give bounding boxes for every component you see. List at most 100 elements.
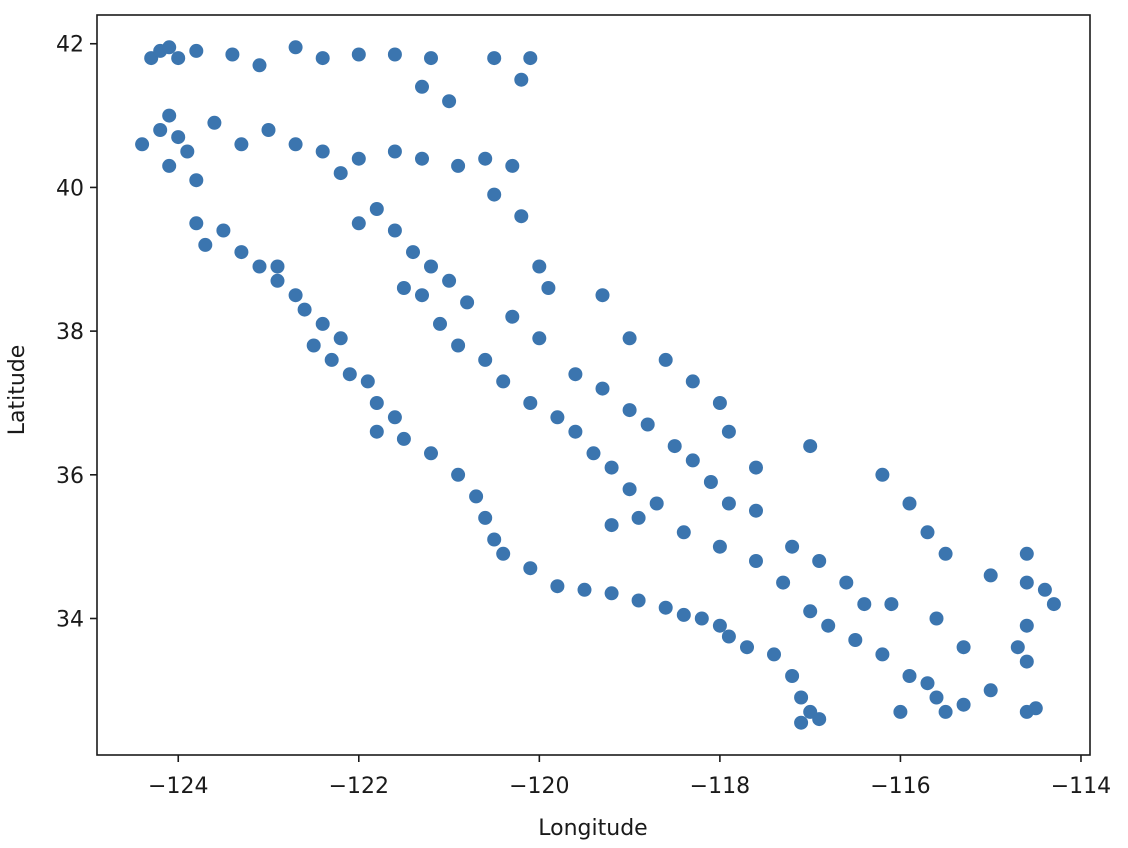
scatter-point (460, 295, 475, 310)
scatter-point (469, 489, 484, 504)
y-tick-label: 34 (56, 607, 84, 632)
scatter-point (288, 288, 303, 303)
scatter-point (270, 259, 285, 274)
y-tick-label: 36 (56, 464, 84, 489)
scatter-point (1028, 701, 1043, 716)
scatter-point (785, 669, 800, 683)
scatter-point (532, 259, 547, 274)
scatter-point (171, 51, 186, 66)
scatter-point (234, 245, 249, 260)
scatter-point (451, 158, 466, 173)
scatter-point (929, 690, 944, 705)
scatter-point (415, 288, 429, 303)
scatter-point (225, 47, 240, 62)
scatter-point (604, 586, 619, 601)
scatter-point (749, 554, 763, 568)
scatter-point (387, 47, 402, 62)
scatter-point (315, 316, 330, 331)
scatter-point (721, 496, 736, 511)
scatter-point (767, 647, 781, 662)
scatter-point (442, 273, 457, 288)
scatter-point (505, 309, 520, 324)
scatter-point (135, 137, 150, 152)
scatter-point (270, 273, 285, 288)
scatter-points (135, 40, 1061, 730)
scatter-point (658, 600, 673, 615)
scatter-point (333, 331, 348, 346)
x-tick-label: −118 (690, 774, 750, 799)
scatter-point (523, 51, 538, 66)
scatter-point (595, 288, 610, 303)
scatter-point (622, 403, 637, 418)
scatter-point (685, 453, 700, 468)
scatter-point (207, 115, 222, 130)
scatter-point (406, 245, 420, 260)
scatter-point (1010, 640, 1025, 655)
scatter-point (712, 396, 727, 410)
scatter-point (586, 446, 601, 461)
scatter-point (162, 158, 177, 173)
scatter-point (369, 396, 384, 410)
scatter-point (387, 410, 402, 425)
x-tick-label: −122 (329, 774, 389, 799)
scatter-point (803, 439, 818, 454)
scatter-point (478, 510, 493, 525)
scatter-point (631, 593, 646, 608)
scatter-point (568, 367, 583, 382)
scatter-point (703, 475, 718, 489)
scatter-point (496, 374, 511, 389)
scatter-point (1019, 654, 1034, 669)
scatter-point (487, 51, 502, 66)
scatter-point (902, 669, 917, 683)
scatter-point (234, 137, 249, 152)
scatter-point (956, 697, 971, 712)
scatter-point (776, 575, 791, 590)
x-tick-label: −114 (1051, 774, 1111, 799)
scatter-point (595, 381, 610, 396)
x-tick-label: −120 (509, 774, 569, 799)
scatter-point (424, 51, 438, 66)
scatter-point (505, 158, 520, 173)
scatter-point (442, 94, 457, 109)
scatter-point (640, 417, 655, 432)
scatter-point (676, 525, 691, 540)
scatter-point (351, 47, 366, 62)
scatter-point (749, 503, 763, 518)
scatter-point (523, 561, 538, 576)
scatter-point (487, 532, 502, 547)
scatter-point (451, 467, 466, 482)
scatter-point (478, 352, 493, 367)
x-axis-label: Longitude (538, 816, 647, 841)
scatter-point (478, 151, 493, 166)
scatter-point (1046, 597, 1061, 612)
scatter-point (577, 582, 592, 597)
scatter-point (180, 144, 195, 159)
scatter-point (342, 367, 357, 382)
scatter-point (884, 597, 899, 612)
scatter-point (812, 554, 827, 568)
scatter-point (387, 144, 402, 159)
scatter-point (956, 640, 971, 655)
scatter-point (315, 144, 330, 159)
scatter-point (631, 510, 646, 525)
scatter-point (360, 374, 375, 389)
plot-frame (96, 14, 1091, 756)
scatter-point (721, 629, 736, 644)
scatter-point (297, 302, 312, 317)
scatter-point (676, 607, 691, 622)
scatter-point (1037, 582, 1052, 597)
scatter-point (1019, 618, 1034, 633)
scatter-point (288, 137, 303, 152)
scatter-point (848, 633, 863, 647)
scatter-point (514, 72, 529, 87)
scatter-point (396, 281, 411, 295)
scatter-point (496, 546, 511, 561)
scatter-point (198, 237, 213, 252)
scatter-point (685, 374, 700, 389)
scatter-point (351, 151, 366, 166)
scatter-point (415, 151, 429, 166)
scatter-point (812, 712, 827, 727)
x-tick-label: −116 (870, 774, 930, 799)
scatter-point (189, 216, 204, 231)
